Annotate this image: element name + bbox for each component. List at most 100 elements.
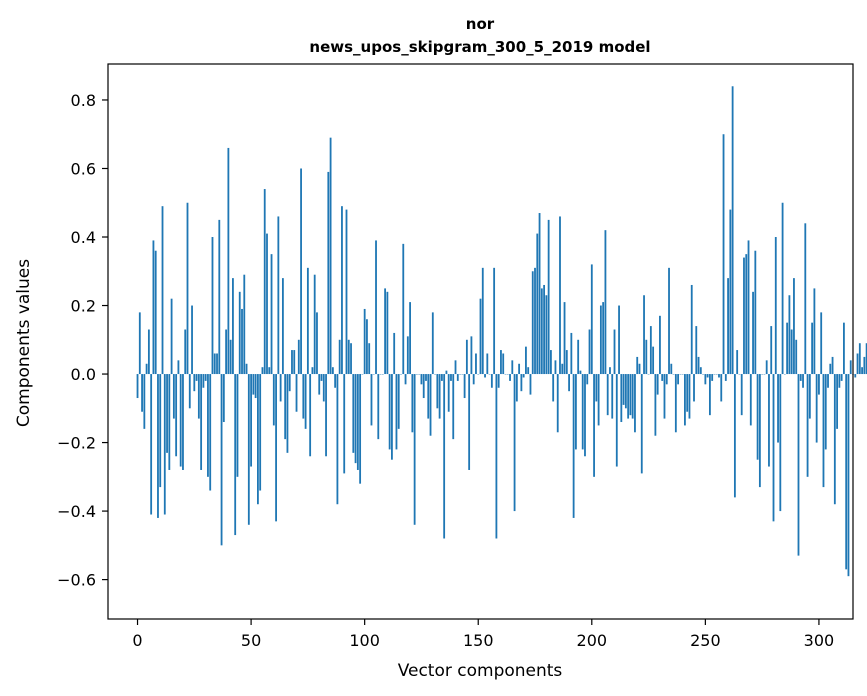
bar-85	[329, 137, 332, 375]
bar-261	[729, 209, 732, 375]
bar-288	[790, 329, 793, 375]
bar-280	[772, 374, 775, 522]
bar-218	[631, 374, 634, 419]
bar-110	[386, 291, 389, 375]
bar-45	[238, 291, 241, 375]
bar-222	[640, 374, 643, 474]
bar-250	[704, 374, 707, 385]
bar-series	[136, 86, 867, 577]
bar-136	[445, 370, 448, 375]
bar-253	[711, 374, 714, 381]
bar-137	[447, 374, 450, 412]
bar-115	[397, 374, 400, 429]
bar-129	[429, 374, 432, 436]
bar-4	[145, 363, 148, 375]
x-tick-label: 50	[241, 631, 261, 650]
bar-256	[718, 374, 720, 378]
bar-22	[186, 202, 189, 375]
bar-186	[559, 216, 561, 375]
bar-10	[159, 374, 162, 488]
bar-63	[279, 374, 282, 402]
bar-61	[275, 374, 277, 522]
bar-304	[827, 374, 829, 388]
bar-247	[697, 356, 700, 375]
bar-223	[643, 295, 645, 375]
bar-252	[708, 374, 711, 416]
bar-316	[854, 374, 857, 378]
bar-93	[347, 339, 350, 375]
bar-259	[724, 374, 727, 381]
bar-274	[758, 374, 761, 488]
bar-121	[411, 374, 414, 433]
bar-135	[443, 374, 446, 539]
bar-314	[849, 360, 852, 375]
bar-311	[843, 322, 845, 375]
bar-0	[136, 374, 139, 399]
bar-96	[354, 374, 357, 464]
bar-190	[568, 374, 570, 392]
bar-293	[802, 374, 804, 388]
bar-266	[740, 374, 743, 416]
bar-176	[536, 233, 539, 375]
bar-27	[197, 374, 200, 419]
bar-77	[311, 367, 314, 375]
bar-269	[747, 240, 750, 375]
bar-73	[302, 374, 305, 419]
bar-48	[245, 363, 248, 375]
bar-289	[793, 278, 795, 375]
bar-307	[833, 374, 836, 505]
bar-94	[350, 343, 352, 375]
bar-154	[486, 353, 489, 375]
bar-312	[845, 374, 848, 570]
bar-19	[179, 374, 182, 467]
bar-296	[808, 374, 811, 419]
bar-42	[232, 278, 234, 375]
bar-262	[731, 86, 734, 375]
bar-179	[543, 284, 546, 375]
bar-320	[863, 356, 866, 375]
bar-193	[574, 374, 577, 450]
bar-81	[320, 374, 323, 381]
bar-80	[318, 374, 321, 395]
bar-103	[370, 374, 373, 426]
bar-106	[377, 374, 380, 440]
bar-283	[779, 374, 782, 512]
bar-277	[765, 360, 768, 375]
bar-156	[490, 374, 493, 388]
bar-238	[677, 374, 680, 385]
bar-199	[588, 329, 591, 375]
bar-112	[391, 374, 393, 460]
bar-200	[590, 264, 593, 375]
bar-263	[733, 374, 736, 498]
bar-39	[225, 329, 228, 375]
bar-171	[525, 346, 527, 375]
bar-211	[615, 374, 618, 467]
bar-31	[207, 374, 209, 477]
bar-43	[234, 374, 237, 536]
bar-246	[695, 326, 698, 375]
bar-8	[154, 250, 157, 375]
bar-184	[554, 360, 557, 375]
bar-227	[652, 346, 655, 375]
bar-28	[200, 374, 203, 470]
bar-309	[838, 374, 841, 388]
bar-83	[325, 374, 327, 457]
bar-310	[840, 374, 843, 381]
bar-128	[427, 374, 430, 419]
x-tick-label: 0	[132, 631, 142, 650]
bar-167	[515, 374, 518, 402]
bar-139	[452, 374, 455, 440]
bar-92	[345, 209, 348, 375]
bar-71	[297, 339, 300, 375]
bar-100	[363, 308, 366, 375]
bar-141	[456, 374, 459, 381]
bar-62	[277, 216, 280, 375]
bar-270	[749, 374, 752, 426]
bar-20	[182, 374, 184, 470]
bar-144	[463, 374, 466, 399]
bar-55	[261, 367, 264, 375]
bar-175	[534, 267, 536, 375]
bar-213	[620, 374, 623, 423]
bar-230	[659, 315, 661, 375]
bar-273	[756, 374, 759, 460]
